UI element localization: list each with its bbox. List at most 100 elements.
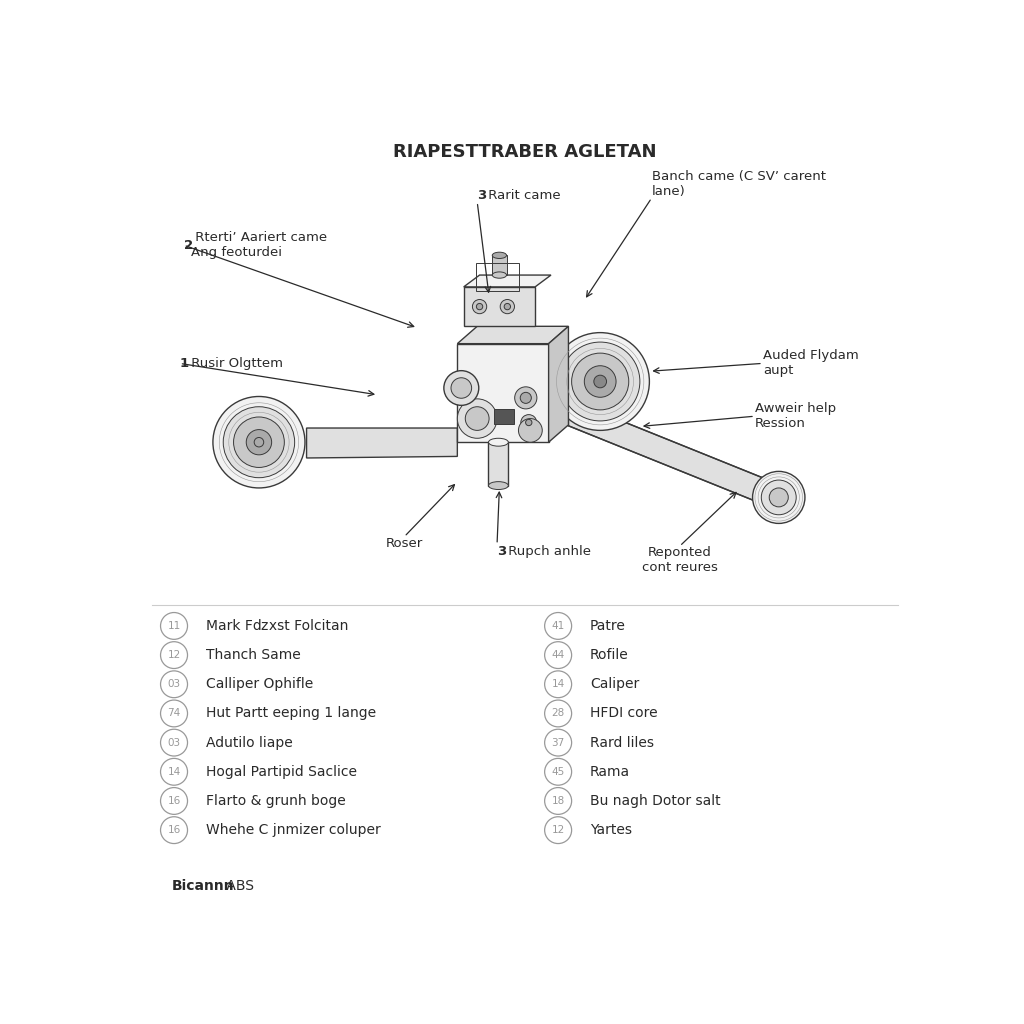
Polygon shape — [549, 370, 551, 402]
Text: 37: 37 — [552, 737, 565, 748]
Text: 1: 1 — [179, 357, 188, 370]
Text: 74: 74 — [167, 709, 180, 719]
Text: 03: 03 — [168, 737, 180, 748]
Text: Hut Partt eeping 1 lange: Hut Partt eeping 1 lange — [206, 707, 376, 721]
Text: 28: 28 — [552, 709, 565, 719]
Circle shape — [161, 612, 187, 639]
Text: Rarit came: Rarit came — [484, 188, 561, 202]
Circle shape — [525, 420, 531, 426]
Text: Rusir Olgttem: Rusir Olgttem — [186, 357, 283, 370]
Circle shape — [551, 333, 649, 430]
Polygon shape — [568, 399, 778, 511]
Text: Flarto & grunh boge: Flarto & grunh boge — [206, 794, 345, 808]
Circle shape — [545, 671, 571, 697]
Polygon shape — [458, 327, 568, 344]
Text: Rard liles: Rard liles — [590, 735, 654, 750]
Polygon shape — [549, 327, 568, 442]
Text: Roser: Roser — [386, 537, 423, 550]
Text: 45: 45 — [552, 767, 565, 777]
Text: Calliper Ophifle: Calliper Ophifle — [206, 677, 313, 691]
Text: Rofile: Rofile — [590, 648, 629, 663]
Text: Bicannn: Bicannn — [172, 880, 234, 893]
Text: Rtertiʼ Aariert came
Ang feoturdei: Rtertiʼ Aariert came Ang feoturdei — [190, 231, 327, 259]
Circle shape — [233, 417, 285, 467]
Text: Rupch anhle: Rupch anhle — [504, 545, 591, 558]
Text: Thanch Same: Thanch Same — [206, 648, 300, 663]
Text: Rama: Rama — [590, 765, 630, 779]
Circle shape — [545, 759, 571, 785]
Circle shape — [571, 353, 629, 410]
Text: Patre: Patre — [590, 618, 626, 633]
Circle shape — [443, 371, 479, 406]
Circle shape — [545, 817, 571, 844]
Circle shape — [161, 787, 187, 814]
Bar — [494, 409, 514, 425]
Bar — [458, 344, 549, 442]
Ellipse shape — [488, 438, 508, 446]
Circle shape — [545, 612, 571, 639]
Bar — [493, 255, 507, 275]
Text: 03: 03 — [168, 679, 180, 689]
Text: 3: 3 — [497, 545, 506, 558]
Circle shape — [504, 303, 511, 309]
Circle shape — [545, 787, 571, 814]
Circle shape — [254, 437, 264, 446]
Circle shape — [545, 642, 571, 669]
Circle shape — [518, 419, 543, 442]
Circle shape — [161, 700, 187, 727]
Text: Awweir help
Ression: Awweir help Ression — [755, 402, 836, 430]
Text: Reponted
cont reures: Reponted cont reures — [642, 546, 718, 574]
Circle shape — [458, 398, 497, 438]
Polygon shape — [464, 275, 551, 287]
Circle shape — [161, 671, 187, 697]
Ellipse shape — [493, 272, 507, 279]
Text: Hogal Partipid Saclice: Hogal Partipid Saclice — [206, 765, 356, 779]
Circle shape — [472, 299, 486, 313]
Circle shape — [161, 817, 187, 844]
Text: 18: 18 — [552, 796, 565, 806]
Ellipse shape — [488, 481, 508, 489]
Text: 14: 14 — [552, 679, 565, 689]
Circle shape — [451, 378, 472, 398]
Circle shape — [161, 759, 187, 785]
Text: Adutilo liape: Adutilo liape — [206, 735, 293, 750]
Bar — [488, 442, 508, 485]
Text: 41: 41 — [552, 621, 565, 631]
Circle shape — [213, 396, 305, 488]
Circle shape — [465, 407, 489, 430]
Circle shape — [753, 471, 805, 523]
Circle shape — [545, 729, 571, 756]
Text: 12: 12 — [167, 650, 180, 660]
Text: Auded Flydam
aupt: Auded Flydam aupt — [763, 349, 859, 378]
Circle shape — [585, 366, 616, 397]
Text: 3: 3 — [477, 188, 486, 202]
Text: 11: 11 — [167, 621, 180, 631]
Text: 16: 16 — [167, 825, 180, 836]
Circle shape — [560, 342, 640, 421]
Circle shape — [161, 729, 187, 756]
Text: 2: 2 — [183, 239, 193, 252]
Text: ABS: ABS — [221, 880, 254, 893]
Circle shape — [161, 642, 187, 669]
Text: HFDI core: HFDI core — [590, 707, 657, 721]
Circle shape — [500, 299, 514, 313]
Text: 16: 16 — [167, 796, 180, 806]
Circle shape — [246, 430, 271, 455]
Circle shape — [545, 700, 571, 727]
Text: Banch came (C SVʼ carent
lane): Banch came (C SVʼ carent lane) — [652, 170, 825, 198]
Text: Yartes: Yartes — [590, 823, 632, 838]
Text: 14: 14 — [167, 767, 180, 777]
Text: Mark Fǳxst Folcitan: Mark Fǳxst Folcitan — [206, 618, 348, 633]
Circle shape — [223, 407, 295, 477]
Text: Whehe C jnmizer coluper: Whehe C jnmizer coluper — [206, 823, 381, 838]
Circle shape — [520, 392, 531, 403]
Text: RIAPESTTRABER AGLETAN: RIAPESTTRABER AGLETAN — [393, 143, 656, 161]
Text: 12: 12 — [552, 825, 565, 836]
Text: 44: 44 — [552, 650, 565, 660]
Circle shape — [761, 480, 797, 515]
Circle shape — [769, 488, 788, 507]
Circle shape — [476, 303, 482, 309]
Circle shape — [594, 375, 606, 388]
Text: Caliper: Caliper — [590, 677, 639, 691]
Circle shape — [521, 415, 537, 430]
